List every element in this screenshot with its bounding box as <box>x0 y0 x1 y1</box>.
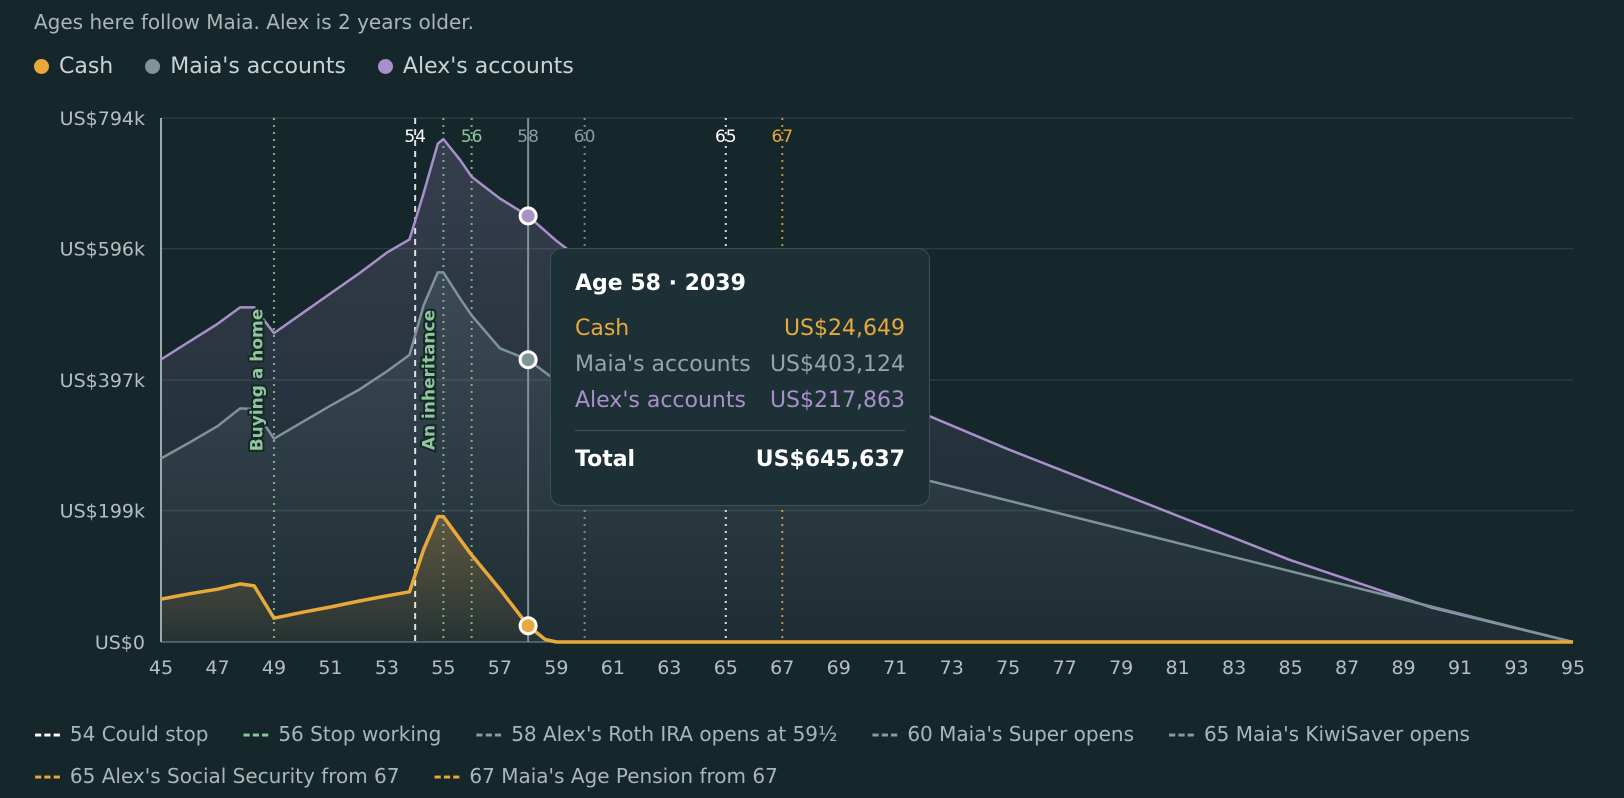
tooltip-row-total: Total US$645,637 <box>575 441 905 477</box>
x-tick-label: 73 <box>940 657 964 679</box>
x-tick-label: 53 <box>375 657 399 679</box>
hover-point <box>518 206 538 226</box>
marker-legend-label: 67 Maia's Age Pension from 67 <box>469 764 778 788</box>
x-tick-label: 87 <box>1335 657 1359 679</box>
x-tick-label: 91 <box>1448 657 1472 679</box>
legend-label: Cash <box>59 54 114 79</box>
x-tick-label: 63 <box>657 657 681 679</box>
y-tick-label: US$397k <box>60 370 145 392</box>
tooltip-row-label: Alex's accounts <box>575 387 746 413</box>
marker-age-label: 67 <box>771 127 793 147</box>
marker-age-label: 56 <box>461 127 483 147</box>
x-tick-label: 77 <box>1053 657 1077 679</box>
hover-tooltip: Age 58 · 2039 Cash US$24,649 Maia's acco… <box>550 248 930 506</box>
y-tick-label: US$794k <box>60 108 145 130</box>
marker-age-label: 54 <box>404 127 426 147</box>
area-maia-s-accounts <box>161 272 1573 642</box>
tooltip-row-value: US$403,124 <box>769 351 905 377</box>
tooltip-divider <box>575 430 905 431</box>
hover-point <box>518 616 538 636</box>
x-tick-label: 89 <box>1391 657 1415 679</box>
marker-legend-label: 65 Alex's Social Security from 67 <box>69 764 400 788</box>
tooltip-title: Age 58 · 2039 <box>575 271 746 296</box>
marker-age-label: 58 <box>517 127 539 147</box>
tooltip-row-value: US$217,863 <box>769 387 905 413</box>
x-tick-label: 93 <box>1504 657 1528 679</box>
x-tick-label: 83 <box>1222 657 1246 679</box>
series-line-cash <box>160 514 1573 644</box>
marker-age-label: 65 <box>715 127 737 147</box>
event-label: Buying a home <box>247 309 267 452</box>
legend-swatch-maia <box>145 59 161 74</box>
event-label: An inheritance <box>420 310 440 450</box>
marker-legend: --- 54 Could stop --- 56 Stop working --- 5… <box>34 720 1594 790</box>
y-tick-label: US$0 <box>95 632 145 654</box>
x-tick-label: 47 <box>205 657 229 679</box>
marker-legend-label: 54 Could stop <box>69 722 209 746</box>
legend-label: Alex's accounts <box>402 54 574 79</box>
marker-legend-item[interactable]: --- 60 Maia's Super opens <box>871 720 1134 748</box>
x-tick-label: 79 <box>1109 657 1133 679</box>
marker-legend-item[interactable]: --- 56 Stop working <box>242 720 441 748</box>
x-tick-label: 57 <box>488 657 512 679</box>
y-tick-label: US$199k <box>60 501 145 523</box>
dash-swatch-icon: --- <box>242 722 271 746</box>
x-tick-label: 95 <box>1561 657 1585 679</box>
x-tick-label: 85 <box>1279 657 1303 679</box>
series-legend: Cash Maia's accounts Alex's accounts <box>34 54 606 79</box>
x-tick-label: 69 <box>827 657 851 679</box>
x-tick-label: 81 <box>1166 657 1190 679</box>
series-line-maia-s-accounts <box>160 271 1574 644</box>
x-tick-label: 61 <box>601 657 625 679</box>
legend-label: Maia's accounts <box>170 54 346 79</box>
dash-swatch-icon: --- <box>475 722 504 746</box>
x-tick-label: 51 <box>318 657 342 679</box>
x-tick-label: 49 <box>262 657 286 679</box>
area-cash <box>161 516 1573 642</box>
x-tick-label: 55 <box>431 657 455 679</box>
dash-swatch-icon: --- <box>34 764 62 788</box>
x-tick-label: 65 <box>714 657 738 679</box>
hover-point <box>518 350 538 370</box>
marker-legend-item[interactable]: --- 65 Maia's KiwiSaver opens <box>1168 720 1470 748</box>
marker-legend-item[interactable]: --- 54 Could stop <box>34 720 208 748</box>
legend-item-cash[interactable]: Cash <box>34 54 113 79</box>
legend-swatch-cash <box>34 59 49 74</box>
marker-legend-item[interactable]: --- 65 Alex's Social Security from 67 <box>34 762 400 790</box>
legend-item-maia[interactable]: Maia's accounts <box>145 54 346 79</box>
tooltip-row-cash: Cash US$24,649 <box>575 310 905 346</box>
y-tick-label: US$596k <box>60 239 145 261</box>
tooltip-row-alex: Alex's accounts US$217,863 <box>575 382 905 418</box>
tooltip-total-label: Total <box>575 446 636 472</box>
tooltip-row-label: Cash <box>575 315 630 341</box>
marker-legend-label: 56 Stop working <box>278 722 442 746</box>
legend-swatch-alex <box>377 59 393 74</box>
tooltip-total-value: US$645,637 <box>755 446 905 472</box>
tooltip-row-label: Maia's accounts <box>575 351 751 377</box>
legend-item-alex[interactable]: Alex's accounts <box>377 54 574 79</box>
x-tick-label: 45 <box>149 657 173 679</box>
dash-swatch-icon: --- <box>433 764 462 788</box>
marker-legend-label: 60 Maia's Super opens <box>907 722 1135 746</box>
x-tick-label: 71 <box>883 657 907 679</box>
marker-age-label: 60 <box>574 127 596 147</box>
tooltip-row-value: US$24,649 <box>783 315 905 341</box>
tooltip-row-maia: Maia's accounts US$403,124 <box>575 346 905 382</box>
dash-swatch-icon: --- <box>1168 722 1196 746</box>
dash-swatch-icon: --- <box>34 722 62 746</box>
x-tick-label: 59 <box>544 657 568 679</box>
x-tick-label: 67 <box>770 657 794 679</box>
dash-swatch-icon: --- <box>871 722 900 746</box>
marker-legend-item[interactable]: --- 58 Alex's Roth IRA opens at 59½ <box>475 720 837 748</box>
marker-legend-label: 65 Maia's KiwiSaver opens <box>1203 722 1470 746</box>
marker-legend-label: 58 Alex's Roth IRA opens at 59½ <box>511 722 838 746</box>
marker-legend-item[interactable]: --- 67 Maia's Age Pension from 67 <box>434 762 778 790</box>
x-tick-label: 75 <box>996 657 1020 679</box>
chart-note: Ages here follow Maia. Alex is 2 years o… <box>34 10 474 34</box>
series-line-alex-s-accounts <box>160 137 1574 644</box>
